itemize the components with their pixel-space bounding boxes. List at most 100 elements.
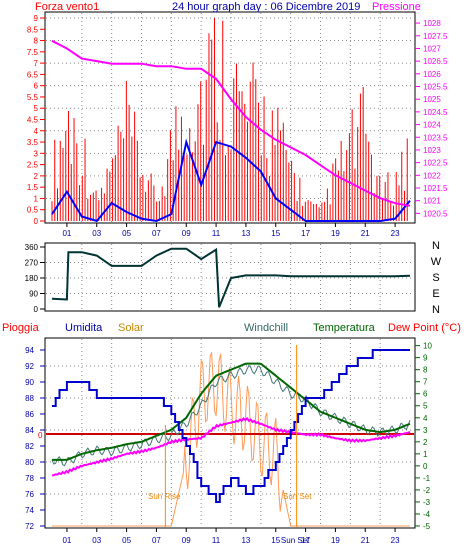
- solar-line: [52, 352, 410, 527]
- p1-right-tick-label: 1020.5: [423, 209, 448, 218]
- compass-label: E: [432, 288, 439, 300]
- p3-grid: [46, 339, 414, 527]
- p1-left-tick-label: 4: [34, 127, 39, 136]
- pressure-label: Pressione: [372, 1, 421, 13]
- wind-speed-line: [51, 138, 411, 223]
- p1-left-tick-label: 3: [34, 149, 39, 158]
- p3-left-tick-label: 94: [25, 346, 34, 355]
- p1-x-tick-label: 05: [122, 229, 131, 238]
- graph-title: 24 hour graph day : 06 Dicembre 2019: [172, 1, 360, 13]
- p3-right-tick-label: 2: [423, 438, 428, 447]
- p3-right-tick-label: 7: [423, 378, 428, 387]
- p1-right-tick-label: 1028: [423, 19, 441, 28]
- p3-x-tick-label: 19: [331, 536, 340, 545]
- panel1: Forza vento1 24 hour graph day : 06 Dice…: [27, 1, 448, 238]
- p1-right-tick-label: 1027: [423, 44, 441, 53]
- p1-left-tick-label: 4.5: [27, 116, 39, 125]
- p1-left-tick-label: 0: [34, 217, 39, 226]
- p2-left-tick-label: 180: [25, 274, 39, 283]
- p2-left-tick-label: 90: [29, 290, 38, 299]
- p3-left-tick-label: 76: [25, 490, 34, 499]
- p1-x-tick-label: 07: [152, 229, 161, 238]
- p1-right-tick-label: 1023.5: [423, 133, 448, 142]
- compass-label: S: [432, 272, 439, 284]
- p1-left-tick-label: 8: [34, 37, 39, 46]
- p3-x-tick-label: 05: [122, 536, 131, 545]
- p3-x-tick-label: 11: [212, 536, 221, 545]
- solar-label: Solar: [118, 322, 144, 334]
- p3-right-tick-label: 3: [423, 426, 428, 435]
- p3-right-tick-label: 4: [423, 414, 428, 423]
- p1-x-tick-label: 03: [92, 229, 101, 238]
- windchill-line: [51, 364, 411, 467]
- p1-right-tick-label: 1026: [423, 70, 441, 79]
- p2-left-tick-label: 270: [25, 259, 39, 268]
- p3-right-tick-label: 6: [423, 390, 428, 399]
- compass-label: N: [432, 240, 440, 252]
- p3-left-tick-label: 72: [25, 522, 34, 531]
- p1-left-tick-label: 3.5: [27, 138, 39, 147]
- p3-x-tick-label: 21: [361, 536, 370, 545]
- p3-x-tick-label: 17: [301, 536, 310, 545]
- p1-right-tick-label: 1022.5: [423, 159, 448, 168]
- p3-left-axis: 72 74 76 78 80 82 84 86 88 90 92 94: [25, 346, 45, 531]
- p3-x-tick-label: 01: [62, 536, 71, 545]
- p2-left-tick-label: 0: [34, 305, 39, 314]
- p1-series: [51, 18, 411, 223]
- dew-point-line: [51, 416, 411, 477]
- compass-label: W: [431, 256, 442, 268]
- p3-right-tick-label: 0: [423, 462, 428, 471]
- p1-x-tick-label: 13: [241, 229, 250, 238]
- rain-label: Pioggia: [2, 322, 40, 334]
- pressure-line: [51, 39, 411, 207]
- temperature-line: [52, 362, 411, 461]
- p1-left-tick-label: 6: [34, 82, 39, 91]
- p2-left-axis: 0 90 180 270 360: [25, 243, 45, 314]
- p3-x-tick-label: 13: [241, 536, 250, 545]
- p1-right-tick-label: 1022: [423, 171, 441, 180]
- p1-right-axis: 1020.5 1021 1021.5 1022 1022.5 1023 1023.5 1024…: [415, 19, 448, 218]
- compass-label: N: [432, 304, 440, 316]
- p3-right-axis: -5 -4 -3 -2 -1 0 1 2 3 4 5 6 7 8 9 10: [415, 342, 432, 531]
- humidity-line: [52, 349, 410, 503]
- dew-point-label: Dew Point (°C): [388, 322, 461, 334]
- p1-right-tick-label: 1027.5: [423, 32, 448, 41]
- p1-left-tick-label: 6.5: [27, 70, 39, 79]
- p3-right-tick-label: 9: [423, 354, 428, 363]
- p2-left-tick-label: 360: [25, 243, 39, 252]
- p3-left-tick-label: 80: [25, 458, 34, 467]
- p1-x-tick-label: 23: [391, 229, 400, 238]
- wind-direction-line: [51, 247, 411, 308]
- p1-x-tick-label: 17: [301, 229, 310, 238]
- p2-series: [51, 247, 411, 308]
- panel1-frame: [44, 11, 416, 224]
- p3-left-tick-label: 84: [25, 426, 34, 435]
- p1-left-tick-label: 8.5: [27, 25, 39, 34]
- p1-x-tick-label: 15: [271, 229, 280, 238]
- p1-x-tick-label: 11: [212, 229, 221, 238]
- p3-right-tick-label: 8: [423, 366, 428, 375]
- p3-x-tick-label: 15: [271, 536, 280, 545]
- p1-right-tick-label: 1025.5: [423, 83, 448, 92]
- p1-x-axis: 01 03 05 07 09 11 13 15 17 19 21 23: [62, 223, 400, 238]
- p3-left-tick-label: 78: [25, 474, 34, 483]
- windchill-label: Windchill: [244, 322, 288, 334]
- p1-right-tick-label: 1021.5: [423, 184, 448, 193]
- sun-rise-label: Sun Rise: [148, 492, 181, 501]
- p1-left-tick-label: 5.5: [27, 93, 39, 102]
- sun-set-label: Sun Set: [283, 492, 312, 501]
- p3-sunset-tick-label: Sun Set: [281, 536, 310, 545]
- p1-x-tick-label: 21: [361, 229, 370, 238]
- temperature-label: Temperatura: [313, 322, 376, 334]
- p3-right-tick-label: 1: [423, 450, 428, 459]
- p3-right-tick-label: -3: [423, 498, 431, 507]
- p3-left-tick-label: 88: [25, 394, 34, 403]
- p1-right-tick-label: 1021: [423, 197, 441, 206]
- p1-right-tick-label: 1026.5: [423, 57, 448, 66]
- p1-left-tick-label: 9: [34, 14, 39, 23]
- p3-x-tick-label: 03: [92, 536, 101, 545]
- p3-left-tick-label: 86: [25, 410, 34, 419]
